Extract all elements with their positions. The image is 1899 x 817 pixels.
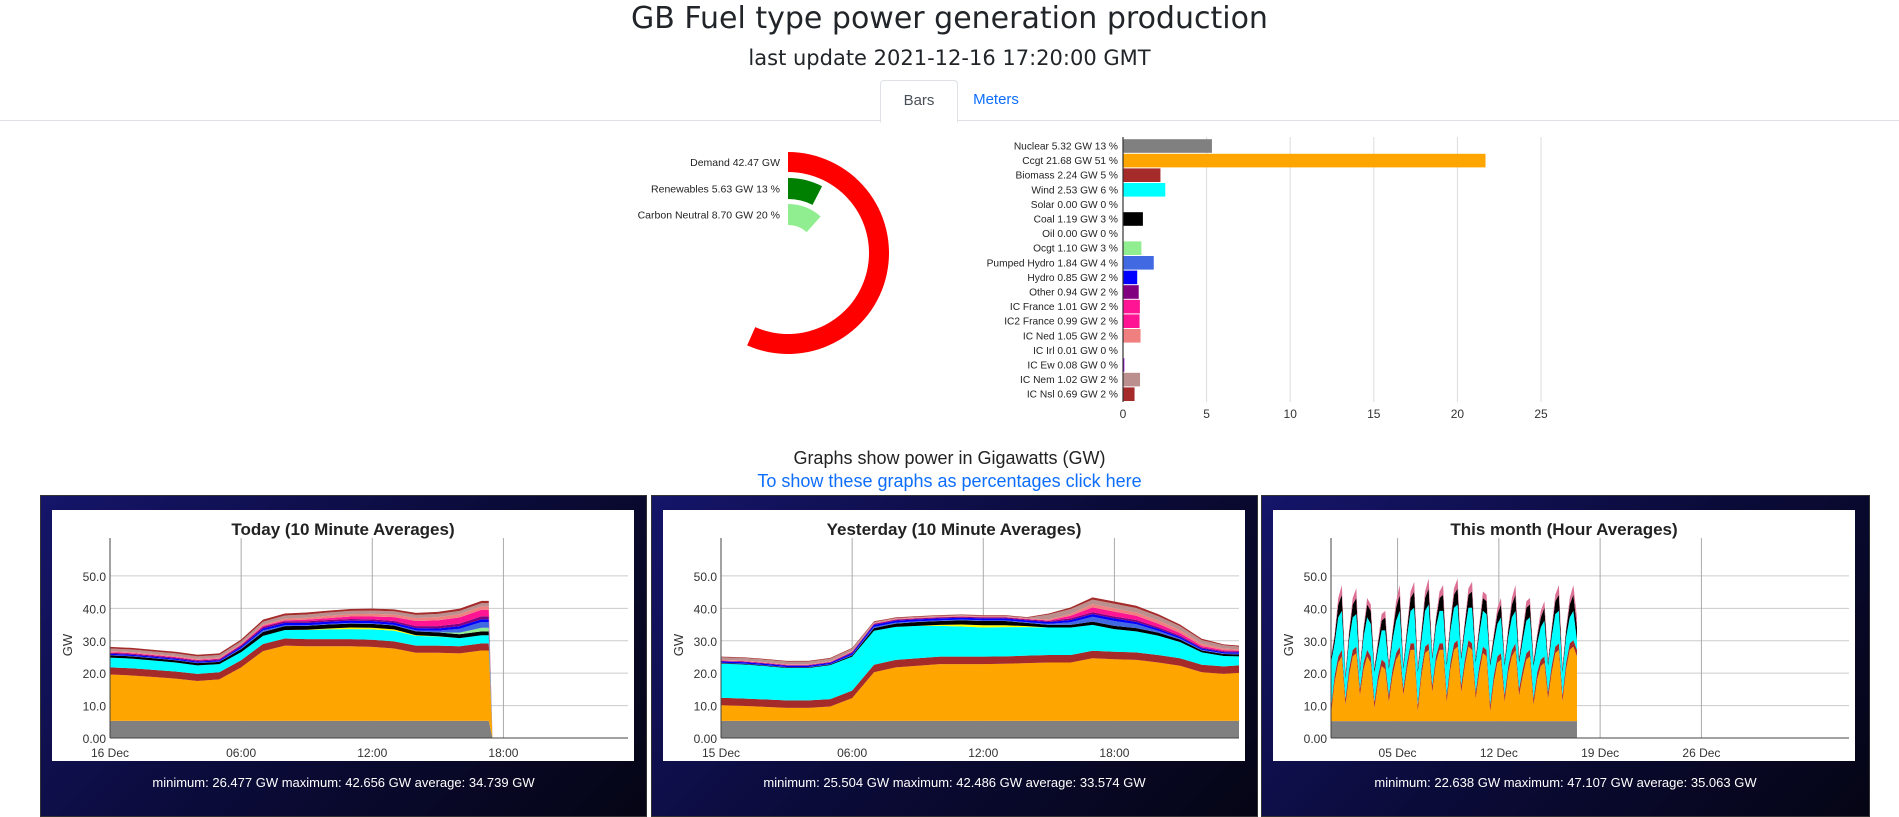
y-tick-label: 0.00	[83, 732, 107, 746]
bar	[1123, 168, 1160, 182]
bar-label: Ccgt 21.68 GW 51 %	[1022, 156, 1118, 167]
tab-bars[interactable]: Bars	[880, 80, 958, 123]
x-tick-label: 15 Dec	[702, 746, 740, 760]
chart-title: This month (Hour Averages)	[1450, 520, 1677, 539]
bar-label: IC Ew 0.08 GW 0 %	[1027, 361, 1118, 372]
bar-label: Biomass 2.24 GW 5 %	[1016, 171, 1118, 182]
yesterday-stats: minimum: 25.504 GW maximum: 42.486 GW av…	[652, 775, 1257, 790]
month-stats: minimum: 22.638 GW maximum: 47.107 GW av…	[1262, 775, 1869, 790]
y-tick-label: 20.0	[1304, 667, 1328, 681]
bar	[1123, 241, 1141, 255]
area-series-nuclear	[110, 721, 492, 738]
x-tick-label: 10	[1284, 407, 1298, 421]
y-axis-label: GW	[671, 633, 686, 656]
x-tick-label: 25	[1534, 407, 1548, 421]
month-chart: This month (Hour Averages) 0.00 10.0 20.0 30…	[1273, 510, 1855, 761]
bar	[1123, 212, 1143, 226]
x-tick-label: 18:00	[488, 746, 518, 760]
bar-label: IC Irl 0.01 GW 0 %	[1033, 346, 1118, 357]
chart-title: Today (10 Minute Averages)	[231, 520, 454, 539]
area-series-nuclear	[721, 721, 1239, 738]
bar	[1123, 139, 1212, 153]
bar-label: IC France 1.01 GW 2 %	[1010, 302, 1118, 313]
bar	[1123, 373, 1140, 387]
y-tick-label: 20.0	[694, 667, 718, 681]
bar	[1123, 314, 1140, 328]
y-tick-label: 50.0	[694, 570, 718, 584]
area-series-nuclear	[1331, 721, 1577, 738]
bar-label: IC Nem 1.02 GW 2 %	[1020, 375, 1118, 386]
bar-label: Nuclear 5.32 GW 13 %	[1014, 142, 1118, 153]
x-tick-label: 06:00	[226, 746, 256, 760]
bar-label: Hydro 0.85 GW 2 %	[1027, 273, 1118, 284]
y-tick-label: 40.0	[1304, 602, 1328, 616]
y-tick-label: 10.0	[694, 700, 718, 714]
y-axis-label: GW	[1281, 633, 1296, 656]
x-tick-label: 05 Dec	[1379, 746, 1417, 760]
bar-label: Wind 2.53 GW 6 %	[1031, 185, 1118, 196]
x-tick-label: 15	[1367, 407, 1381, 421]
carbon-neutral-arc	[788, 204, 821, 232]
y-tick-label: 30.0	[83, 635, 107, 649]
renewables-label: Renewables 5.63 GW 13 %	[651, 184, 780, 196]
panel-yesterday: Yesterday (10 Minute Averages) 0.00 10.0 20…	[651, 495, 1258, 817]
bar-label: Other 0.94 GW 2 %	[1029, 288, 1118, 299]
x-tick-label: 26 Dec	[1682, 746, 1720, 760]
bar-label: Oil 0.00 GW 0 %	[1042, 229, 1118, 240]
fuel-bar-chart: 0 5 10 15 20 25 Nuclear 5.32 GW 13 % Ccgt 21.68…	[950, 110, 1650, 450]
y-axis-label: GW	[60, 633, 75, 656]
bar	[1123, 387, 1135, 401]
percentage-toggle-link[interactable]: To show these graphs as percentages clic…	[0, 471, 1899, 492]
y-tick-label: 40.0	[694, 602, 718, 616]
graphs-caption: Graphs show power in Gigawatts (GW)	[0, 448, 1899, 469]
bar-label: Solar 0.00 GW 0 %	[1031, 200, 1118, 211]
y-tick-label: 40.0	[83, 602, 107, 616]
y-tick-label: 20.0	[83, 667, 107, 681]
x-tick-label: 20	[1451, 407, 1465, 421]
bar	[1123, 300, 1140, 314]
today-stats: minimum: 26.477 GW maximum: 42.656 GW av…	[41, 775, 646, 790]
x-tick-label: 12 Dec	[1480, 746, 1518, 760]
y-tick-label: 0.00	[694, 732, 718, 746]
bar	[1123, 256, 1154, 270]
x-tick-label: 19 Dec	[1581, 746, 1619, 760]
y-tick-label: 50.0	[83, 570, 107, 584]
last-update: last update 2021-12-16 17:20:00 GMT	[0, 43, 1899, 73]
y-tick-label: 10.0	[83, 700, 107, 714]
bar-label: IC Ned 1.05 GW 2 %	[1023, 331, 1118, 342]
bar-label: IC2 France 0.99 GW 2 %	[1004, 317, 1118, 328]
bar	[1123, 183, 1165, 197]
x-tick-label: 0	[1120, 407, 1127, 421]
panel-month: This month (Hour Averages) 0.00 10.0 20.0 30…	[1261, 495, 1870, 817]
yesterday-chart: Yesterday (10 Minute Averages) 0.00 10.0 20…	[663, 510, 1245, 761]
x-tick-label: 12:00	[357, 746, 387, 760]
y-tick-label: 30.0	[694, 635, 718, 649]
bar	[1123, 154, 1485, 168]
x-tick-label: 12:00	[968, 746, 998, 760]
x-tick-label: 5	[1203, 407, 1210, 421]
panel-today: Today (10 Minute Averages) 0.00 10.0 20.0 30…	[40, 495, 647, 817]
bar-label: Ocgt 1.10 GW 3 %	[1033, 244, 1118, 255]
y-tick-label: 10.0	[1304, 700, 1328, 714]
demand-label: Demand 42.47 GW	[690, 157, 780, 169]
y-tick-label: 0.00	[1304, 732, 1328, 746]
page-title: GB Fuel type power generation production	[0, 0, 1899, 38]
y-tick-label: 30.0	[1304, 635, 1328, 649]
bar-label: IC Nsl 0.69 GW 2 %	[1027, 390, 1118, 401]
bar	[1123, 285, 1139, 299]
y-tick-label: 50.0	[1304, 570, 1328, 584]
bar	[1123, 329, 1141, 343]
demand-gauge: Demand 42.47 GW Renewables 5.63 GW 13 % Ca…	[0, 100, 1000, 480]
demand-arc	[747, 152, 889, 354]
carbon-neutral-label: Carbon Neutral 8.70 GW 20 %	[638, 210, 780, 222]
chart-title: Yesterday (10 Minute Averages)	[827, 520, 1082, 539]
bar-label: Pumped Hydro 1.84 GW 4 %	[987, 258, 1118, 269]
x-tick-label: 16 Dec	[91, 746, 129, 760]
x-tick-label: 18:00	[1099, 746, 1129, 760]
today-chart: Today (10 Minute Averages) 0.00 10.0 20.0 30…	[52, 510, 634, 761]
x-tick-label: 06:00	[837, 746, 867, 760]
bar	[1123, 271, 1137, 285]
bar-label: Coal 1.19 GW 3 %	[1034, 215, 1118, 226]
renewables-arc	[788, 178, 822, 205]
